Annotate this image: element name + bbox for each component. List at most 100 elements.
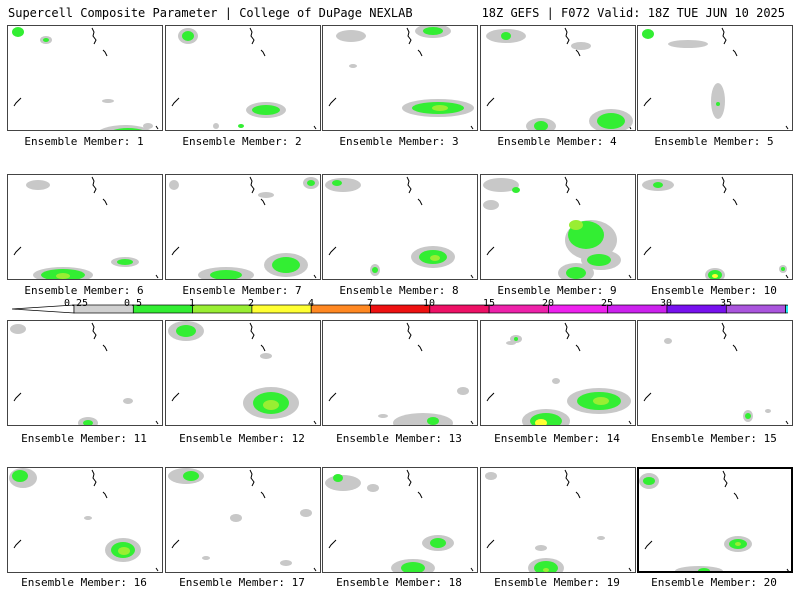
scp-contour	[56, 273, 70, 279]
coastline	[575, 491, 581, 499]
member-map-12[interactable]	[165, 320, 321, 426]
scp-contour	[258, 192, 274, 198]
member-map-8[interactable]	[322, 174, 478, 280]
coastline	[260, 344, 266, 352]
scp-contour	[712, 274, 718, 278]
legend-swatch	[607, 304, 668, 314]
coastline	[564, 469, 570, 487]
map-canvas	[643, 322, 789, 425]
member-map-18[interactable]	[322, 467, 478, 573]
coastline	[786, 568, 789, 571]
scp-contour	[210, 270, 242, 279]
member-map-2[interactable]	[165, 25, 321, 131]
scp-contour	[765, 409, 771, 413]
coastline	[417, 198, 423, 206]
scp-contour	[12, 27, 24, 37]
scp-contour	[43, 38, 49, 42]
scp-contour	[716, 102, 720, 106]
member-label-2: Ensemble Member: 2	[182, 135, 302, 148]
legend-tick: 25	[600, 298, 614, 309]
member-map-16[interactable]	[7, 467, 163, 573]
legend-swatch	[192, 304, 253, 314]
coastline	[249, 27, 255, 45]
scp-contour	[534, 121, 548, 130]
coastline	[155, 274, 159, 279]
scp-contour	[423, 27, 443, 35]
coastline	[575, 49, 581, 57]
scp-contour	[653, 182, 663, 188]
scp-contour	[83, 420, 93, 425]
coastline	[470, 274, 474, 279]
coastline	[171, 392, 180, 402]
member-map-17[interactable]	[165, 467, 321, 573]
member-label-5: Ensemble Member: 5	[654, 135, 774, 148]
member-map-6[interactable]	[7, 174, 163, 280]
scp-contour	[238, 124, 244, 128]
coastline	[721, 176, 727, 194]
coastline	[564, 176, 570, 194]
coastline	[785, 125, 789, 130]
coastline	[733, 492, 739, 500]
coastline	[732, 198, 738, 206]
member-map-15[interactable]	[637, 320, 793, 426]
map-canvas	[168, 468, 317, 572]
legend-arrow-right	[785, 304, 788, 314]
scp-contour	[552, 378, 560, 384]
member-label-20: Ensemble Member: 20	[651, 576, 777, 589]
legend-tick: 20	[541, 298, 555, 309]
member-label-10: Ensemble Member: 10	[651, 284, 777, 297]
coastline	[313, 125, 317, 130]
legend-swatch	[310, 304, 371, 314]
map-canvas	[483, 176, 632, 279]
map-canvas	[169, 176, 319, 279]
coastline	[417, 49, 423, 57]
coastline	[102, 344, 108, 352]
member-map-7[interactable]	[165, 174, 321, 280]
color-scale-legend	[12, 304, 788, 314]
member-map-13[interactable]	[322, 320, 478, 426]
scp-contour	[642, 29, 654, 39]
coastline	[13, 392, 22, 402]
coastline	[91, 176, 97, 194]
scp-contour	[213, 123, 219, 129]
member-map-5[interactable]	[637, 25, 793, 131]
coastline	[313, 274, 317, 279]
member-map-11[interactable]	[7, 320, 163, 426]
member-label-18: Ensemble Member: 18	[336, 576, 462, 589]
scp-contour	[483, 200, 499, 210]
legend-tick: 0.25	[63, 298, 89, 309]
member-label-15: Ensemble Member: 15	[651, 432, 777, 445]
legend-tick: 15	[482, 298, 496, 309]
scp-contour	[117, 259, 133, 265]
coastline	[13, 539, 22, 549]
coastline	[564, 27, 570, 45]
coastline	[260, 198, 266, 206]
scp-contour	[378, 414, 388, 418]
member-map-9[interactable]	[480, 174, 636, 280]
scp-contour	[336, 30, 366, 42]
member-map-1[interactable]	[7, 25, 163, 131]
scp-contour	[483, 178, 519, 192]
member-map-10[interactable]	[637, 174, 793, 280]
coastline	[486, 392, 495, 402]
coastline	[644, 540, 653, 550]
member-map-20[interactable]	[637, 467, 793, 573]
coastline	[628, 420, 632, 425]
coastline	[13, 97, 22, 107]
scp-contour	[123, 398, 133, 404]
coastline	[328, 246, 337, 256]
scp-contour	[372, 267, 378, 273]
member-map-19[interactable]	[480, 467, 636, 573]
scp-contour	[745, 413, 751, 419]
scp-contour	[485, 472, 497, 480]
coastline	[406, 322, 412, 340]
scp-contour	[735, 542, 741, 546]
member-map-14[interactable]	[480, 320, 636, 426]
member-map-3[interactable]	[322, 25, 478, 131]
member-map-4[interactable]	[480, 25, 636, 131]
coastline	[249, 469, 255, 487]
coastline	[406, 469, 412, 487]
legend-tick: 35	[719, 298, 733, 309]
scp-contour	[252, 105, 280, 115]
member-label-6: Ensemble Member: 6	[24, 284, 144, 297]
